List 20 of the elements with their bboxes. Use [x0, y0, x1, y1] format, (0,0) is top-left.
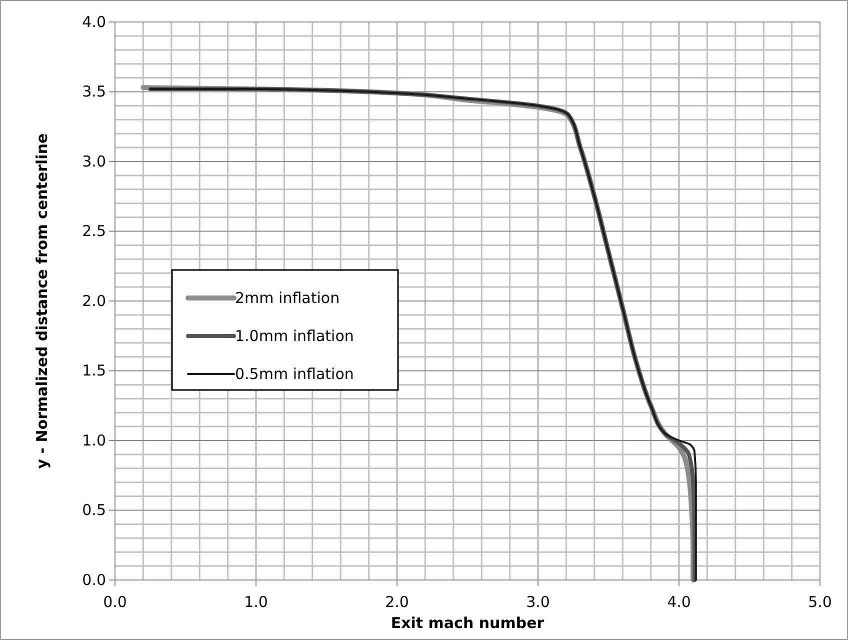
legend-label: 1.0mm inflation	[235, 327, 354, 345]
x-tick-label: 4.0	[667, 593, 691, 611]
x-axis-title: Exit mach number	[390, 614, 545, 632]
x-tick-label: 2.0	[385, 593, 409, 611]
legend-label: 2mm inflation	[235, 289, 340, 307]
y-tick-label: 3.0	[82, 152, 106, 170]
y-tick-label: 1.0	[82, 431, 106, 450]
y-axis-title: y - Normalized distance from centerline	[33, 133, 51, 469]
x-tick-label: 1.0	[244, 593, 268, 611]
y-tick-label: 2.0	[82, 292, 106, 310]
y-tick-label: 4.0	[82, 12, 106, 31]
y-tick-label: 2.5	[82, 222, 106, 240]
y-tick-label: 0.0	[82, 570, 106, 589]
x-tick-label: 3.0	[526, 593, 550, 611]
legend-label: 0.5mm inflation	[235, 365, 354, 383]
x-tick-label: 0.0	[103, 593, 127, 611]
y-tick-label: 3.5	[82, 82, 106, 101]
y-tick-label: 0.5	[82, 501, 106, 520]
y-tick-label: 1.5	[82, 362, 106, 380]
x-tick-label: 5.0	[808, 593, 832, 611]
